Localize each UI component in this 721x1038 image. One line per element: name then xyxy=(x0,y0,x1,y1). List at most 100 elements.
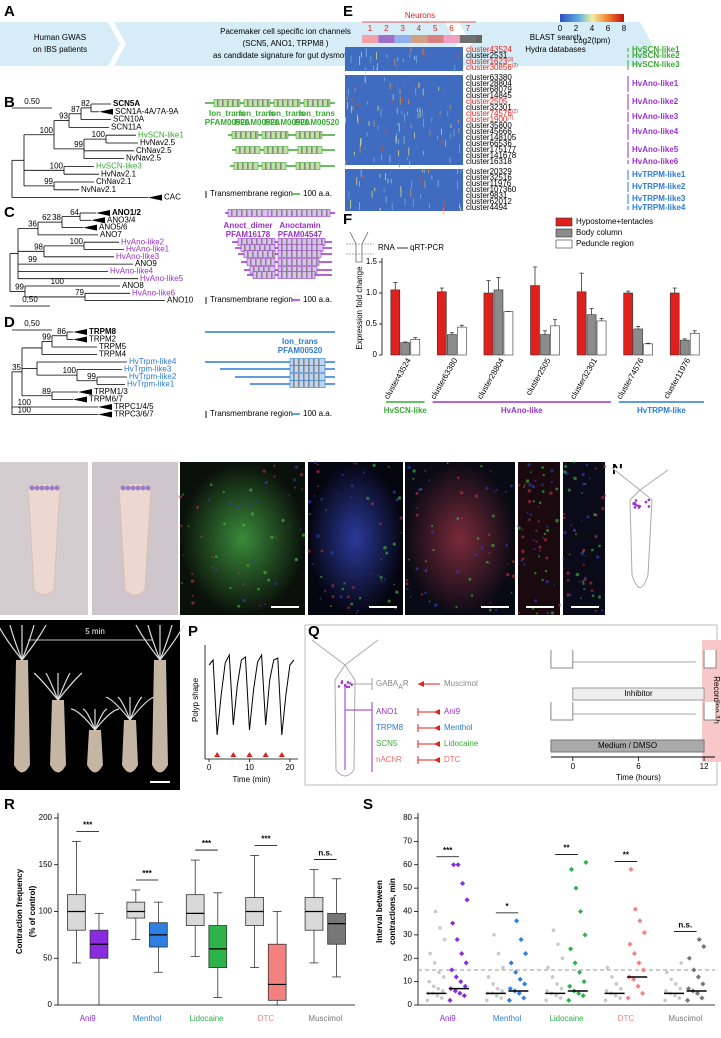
tm-region xyxy=(275,162,277,170)
heatmap-texture xyxy=(454,65,456,73)
heatmap-texture xyxy=(418,83,419,88)
micro-texture xyxy=(395,590,399,594)
tm-region xyxy=(311,250,313,258)
micro-texture xyxy=(324,590,327,593)
tentacle xyxy=(129,696,143,721)
y-tick-label: 50 xyxy=(43,953,52,962)
micro-texture xyxy=(595,555,600,559)
domain xyxy=(289,380,326,388)
micro-texture xyxy=(393,583,395,586)
micro-texture xyxy=(485,560,489,564)
heatmap-texture xyxy=(380,108,382,118)
tentacle xyxy=(94,708,120,731)
x-tick-label: cluster63380 xyxy=(429,356,460,401)
legend-text: Transmembrane region xyxy=(210,409,293,418)
heatmap-texture xyxy=(414,56,415,60)
micro-texture xyxy=(355,612,358,614)
tm-region xyxy=(296,209,298,217)
heatmap-texture xyxy=(386,54,388,58)
group-label: HvAno-like xyxy=(501,406,543,415)
heatmap-texture xyxy=(391,99,393,103)
bootstrap: 99 xyxy=(44,177,53,186)
micro-texture xyxy=(191,594,194,597)
point xyxy=(545,989,549,993)
heatmap-texture xyxy=(419,109,421,118)
heatmap-texture xyxy=(364,75,366,84)
cluster-label: cluster66536 xyxy=(466,139,512,148)
heatmap-texture xyxy=(459,203,461,209)
tm-region xyxy=(276,209,278,217)
micro-texture xyxy=(341,587,345,591)
micro-texture xyxy=(394,607,397,610)
heatmap-texture xyxy=(359,181,360,187)
tm-region xyxy=(241,209,243,217)
micro-texture xyxy=(407,465,411,470)
micro-texture xyxy=(424,560,427,563)
micro-texture xyxy=(495,488,498,491)
tip-label: HvAno-like4 xyxy=(110,267,154,276)
micro-texture xyxy=(350,484,354,488)
tm-region xyxy=(272,146,274,154)
tm-region xyxy=(246,238,248,246)
micro-texture xyxy=(420,593,424,596)
cluster-label: cluster2531 xyxy=(466,51,508,60)
micro-texture xyxy=(543,537,548,542)
micro-texture xyxy=(526,511,529,514)
tm-region xyxy=(222,99,224,107)
micro-texture xyxy=(259,604,262,607)
point xyxy=(459,951,465,957)
group-label: HvTRPM-like3 xyxy=(632,194,686,203)
micro-texture xyxy=(238,571,241,575)
point xyxy=(568,866,575,872)
cluster-label: cluster45666 xyxy=(466,127,512,136)
hydra-outline xyxy=(611,467,669,588)
tm-region xyxy=(308,358,310,366)
micro-texture xyxy=(521,528,524,531)
tm-region xyxy=(291,271,293,279)
y-axis-label: Expression fold change xyxy=(355,266,364,350)
x-tick-label: Lidocaine xyxy=(189,1014,224,1023)
heatmap-texture xyxy=(438,86,440,91)
heatmap-texture xyxy=(392,94,394,100)
tm-region xyxy=(286,238,288,246)
tip-label: HvNav2.1 xyxy=(101,169,137,178)
micro-texture xyxy=(583,578,587,582)
bar xyxy=(576,291,587,356)
micro-texture xyxy=(341,473,344,477)
micro-texture xyxy=(578,580,581,583)
tip-label: TRPM1/3 xyxy=(94,387,128,396)
heatmap-texture xyxy=(445,140,446,147)
domain-label: PFAM16178 xyxy=(226,230,271,239)
domain xyxy=(235,146,261,154)
micro-texture xyxy=(523,483,526,487)
micro-texture xyxy=(533,548,536,551)
arrow xyxy=(434,757,440,763)
point xyxy=(495,986,500,991)
point xyxy=(460,880,466,886)
point xyxy=(551,928,556,932)
neuron-label: 3 xyxy=(400,24,405,33)
tm-region xyxy=(303,380,305,388)
micro-texture xyxy=(522,486,525,488)
tm-region xyxy=(247,99,249,107)
heatmap-texture xyxy=(442,139,444,146)
micro-texture xyxy=(350,496,353,499)
point xyxy=(604,989,609,993)
point xyxy=(631,951,638,957)
heatmap-texture xyxy=(376,51,377,60)
neuron-label: 2 xyxy=(384,24,389,33)
heatmap-texture xyxy=(366,132,368,137)
micro-texture xyxy=(473,553,477,557)
micro-texture xyxy=(521,557,525,561)
tm-region xyxy=(286,244,288,252)
y-tick-label: 30 xyxy=(403,930,412,939)
group-label: HvAno-like1 xyxy=(632,79,679,88)
cluster-name: cluster16318 xyxy=(466,157,512,166)
micro-texture xyxy=(529,513,532,516)
micro-texture xyxy=(237,604,241,608)
point xyxy=(628,866,634,872)
cluster-label: cluster14845 xyxy=(466,91,512,100)
bar xyxy=(410,339,421,356)
tip-label: HvTrpm-like3 xyxy=(124,365,172,374)
cluster-sup: (2) xyxy=(512,63,518,69)
